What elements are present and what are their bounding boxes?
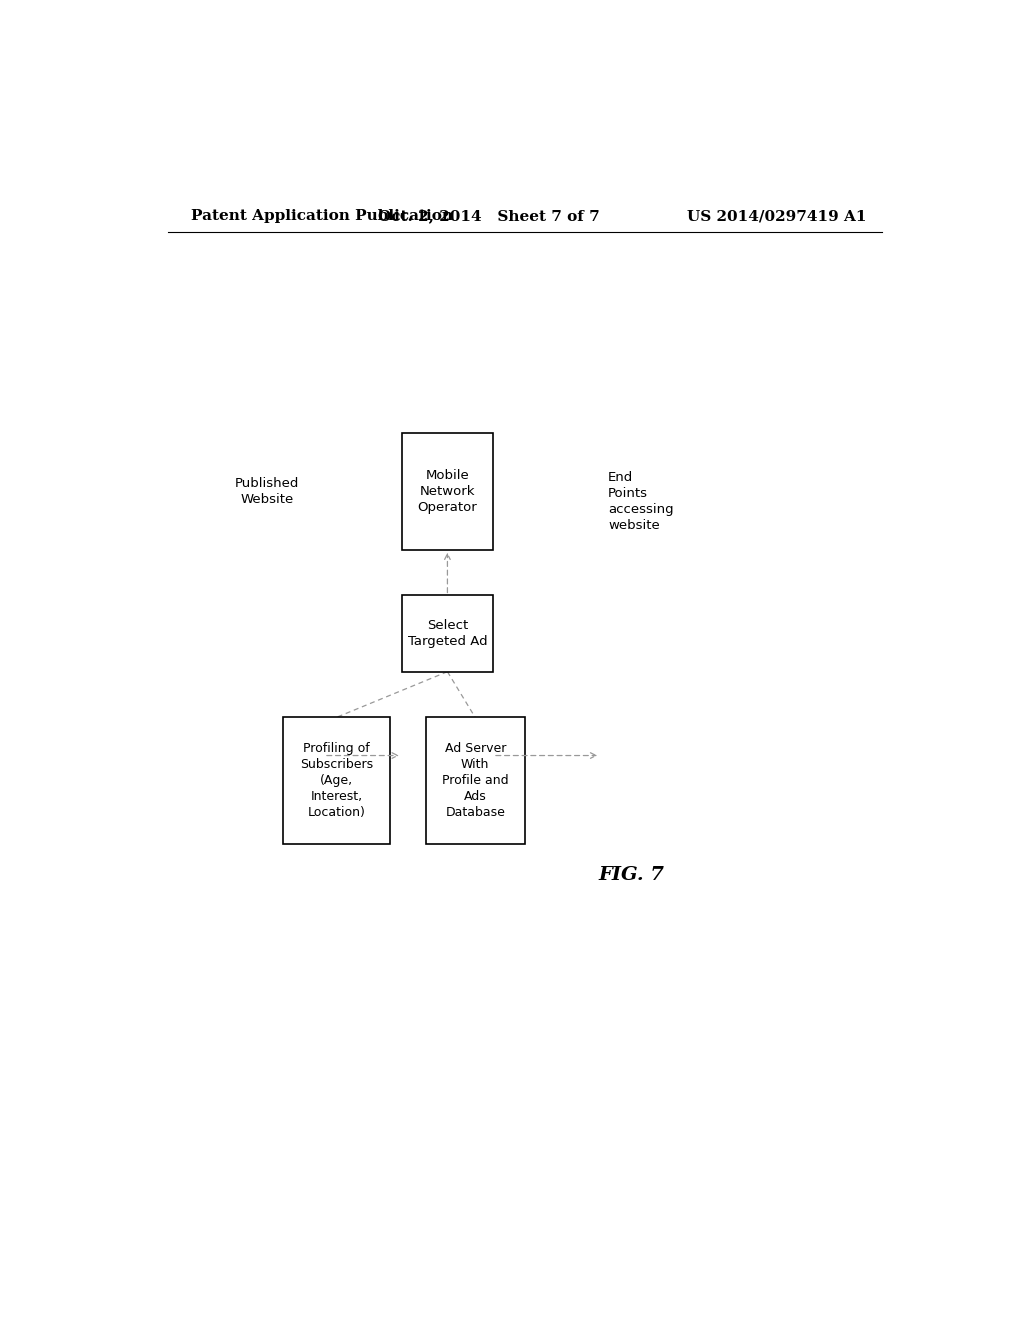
- FancyBboxPatch shape: [401, 595, 494, 672]
- Text: Mobile
Network
Operator: Mobile Network Operator: [418, 469, 477, 513]
- Text: Patent Application Publication: Patent Application Publication: [191, 210, 454, 223]
- Text: End
Points
accessing
website: End Points accessing website: [608, 471, 674, 532]
- FancyBboxPatch shape: [283, 718, 390, 845]
- Text: Published
Website: Published Website: [234, 478, 299, 507]
- Text: Profiling of
Subscribers
(Age,
Interest,
Location): Profiling of Subscribers (Age, Interest,…: [300, 742, 373, 820]
- Text: Ad Server
With
Profile and
Ads
Database: Ad Server With Profile and Ads Database: [442, 742, 509, 820]
- FancyBboxPatch shape: [426, 718, 524, 845]
- Text: FIG. 7: FIG. 7: [599, 866, 665, 884]
- Text: Oct. 2, 2014   Sheet 7 of 7: Oct. 2, 2014 Sheet 7 of 7: [378, 210, 600, 223]
- Text: US 2014/0297419 A1: US 2014/0297419 A1: [686, 210, 866, 223]
- FancyBboxPatch shape: [401, 433, 494, 549]
- Text: Select
Targeted Ad: Select Targeted Ad: [408, 619, 487, 648]
